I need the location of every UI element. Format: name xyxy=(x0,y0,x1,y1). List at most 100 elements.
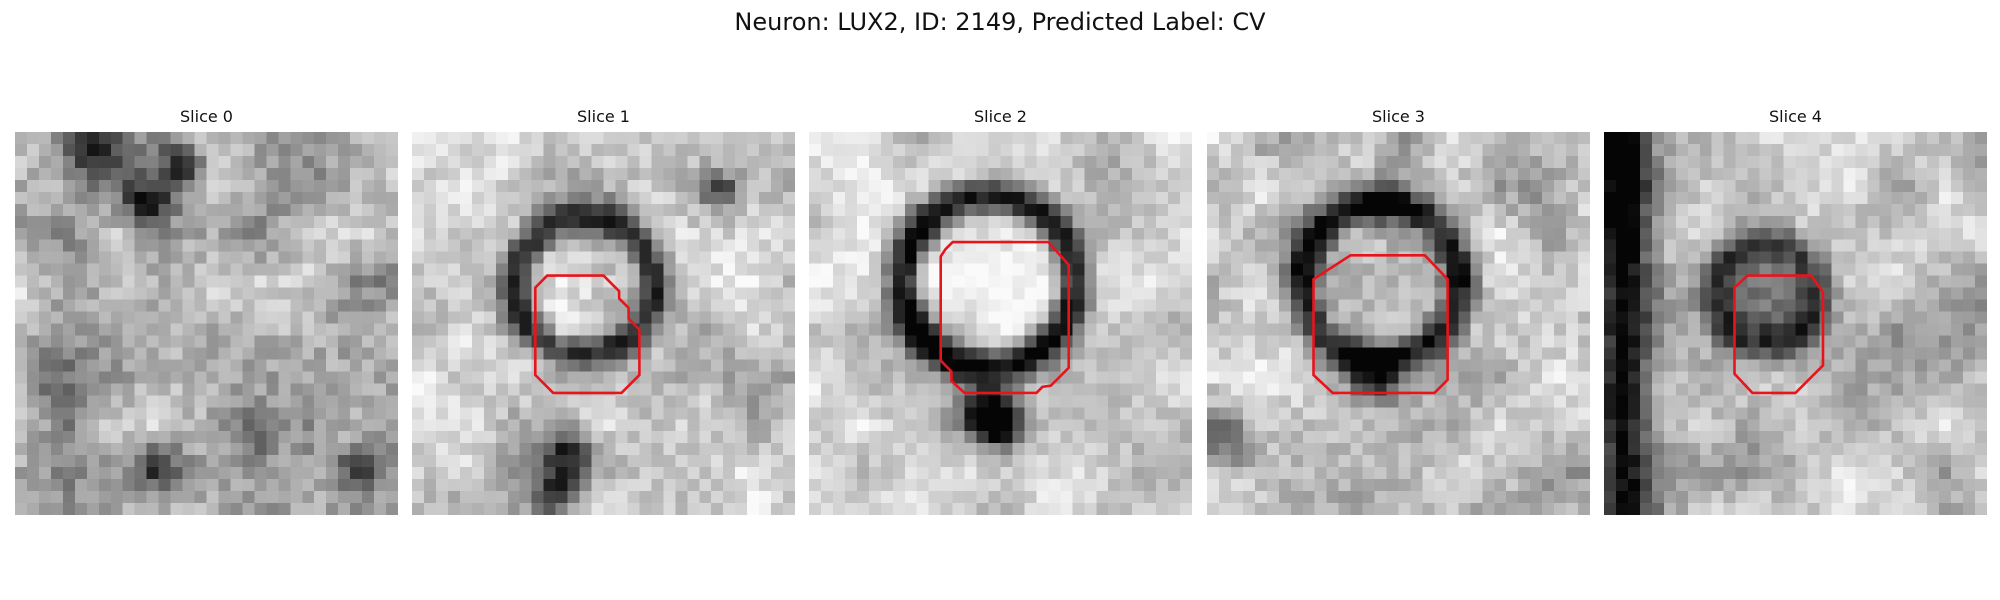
pixel xyxy=(579,299,592,312)
pixel xyxy=(1012,251,1025,265)
pixel xyxy=(809,179,822,193)
pixel xyxy=(1242,132,1256,145)
pixel xyxy=(507,179,521,193)
pixel xyxy=(783,132,795,145)
pixel xyxy=(1578,203,1590,217)
pixel xyxy=(122,132,136,145)
pixel xyxy=(964,359,977,372)
pixel xyxy=(1675,179,1689,193)
pixel xyxy=(1096,239,1109,253)
pixel xyxy=(435,479,449,492)
pixel xyxy=(1120,132,1133,145)
pixel xyxy=(1024,215,1037,229)
pixel xyxy=(50,227,64,241)
pixel xyxy=(110,491,124,504)
pixel xyxy=(1627,155,1641,169)
pixel xyxy=(1615,239,1629,253)
pixel xyxy=(338,179,351,193)
pixel xyxy=(362,443,375,456)
pixel xyxy=(1711,335,1725,348)
pixel xyxy=(1939,323,1952,336)
pixel xyxy=(639,347,652,360)
pixel xyxy=(687,503,700,515)
pixel xyxy=(483,215,497,229)
pixel xyxy=(1156,143,1169,157)
pixel xyxy=(1831,251,1844,265)
pixel xyxy=(1302,191,1316,205)
pixel xyxy=(675,431,688,444)
pixel xyxy=(1398,503,1411,515)
pixel xyxy=(1915,251,1928,265)
pixel xyxy=(1891,431,1904,444)
pixel xyxy=(1723,167,1737,181)
pixel xyxy=(1458,479,1471,492)
pixel xyxy=(1831,132,1844,145)
pixel xyxy=(940,371,954,384)
pixel xyxy=(952,491,965,504)
pixel xyxy=(952,371,965,384)
pixel xyxy=(483,227,497,241)
pixel xyxy=(615,419,628,432)
pixel xyxy=(579,203,592,217)
pixel xyxy=(483,251,497,265)
pixel xyxy=(1048,335,1061,348)
pixel xyxy=(1024,167,1037,181)
pixel xyxy=(1627,143,1641,157)
pixel xyxy=(1759,143,1772,157)
pixel xyxy=(759,455,772,468)
pixel xyxy=(603,407,616,420)
pixel xyxy=(1012,419,1025,432)
pixel xyxy=(290,443,303,456)
pixel xyxy=(242,287,255,300)
pixel xyxy=(1398,395,1411,408)
pixel xyxy=(771,407,784,420)
pixel xyxy=(904,143,918,157)
pixel xyxy=(1723,227,1737,241)
pixel xyxy=(338,431,351,444)
pixel xyxy=(1855,191,1868,205)
pixel xyxy=(832,251,846,265)
pixel xyxy=(543,419,557,432)
pixel xyxy=(567,275,580,288)
pixel xyxy=(278,407,291,420)
pixel xyxy=(723,323,736,336)
pixel xyxy=(627,227,640,241)
pixel xyxy=(1168,443,1181,456)
pixel xyxy=(483,311,497,324)
pixel xyxy=(1783,143,1796,157)
pixel xyxy=(1867,407,1880,420)
pixel xyxy=(435,299,449,312)
pixel xyxy=(759,431,772,444)
pixel xyxy=(1675,347,1689,360)
pixel xyxy=(1675,455,1689,468)
pixel xyxy=(543,479,557,492)
pixel xyxy=(1156,407,1169,420)
pixel xyxy=(820,132,834,145)
pixel xyxy=(507,323,521,336)
pixel xyxy=(1290,335,1304,348)
pixel xyxy=(567,251,580,265)
pixel xyxy=(711,359,724,372)
pixel xyxy=(1795,287,1808,300)
pixel xyxy=(1711,203,1725,217)
pixel xyxy=(62,431,76,444)
pixel xyxy=(1326,359,1340,372)
pixel xyxy=(110,191,124,205)
pixel xyxy=(483,335,497,348)
pixel xyxy=(1168,323,1181,336)
pixel xyxy=(242,347,255,360)
pixel xyxy=(74,179,88,193)
pixel xyxy=(1879,179,1892,193)
pixel xyxy=(555,359,568,372)
pixel xyxy=(134,251,148,265)
pixel xyxy=(699,383,712,396)
pixel xyxy=(892,239,906,253)
pixel xyxy=(1675,323,1689,336)
pixel xyxy=(687,275,700,288)
pixel xyxy=(1144,479,1157,492)
pixel xyxy=(1362,191,1375,205)
pixel xyxy=(471,203,485,217)
pixel xyxy=(170,443,183,456)
pixel xyxy=(1278,167,1292,181)
pixel xyxy=(832,179,846,193)
